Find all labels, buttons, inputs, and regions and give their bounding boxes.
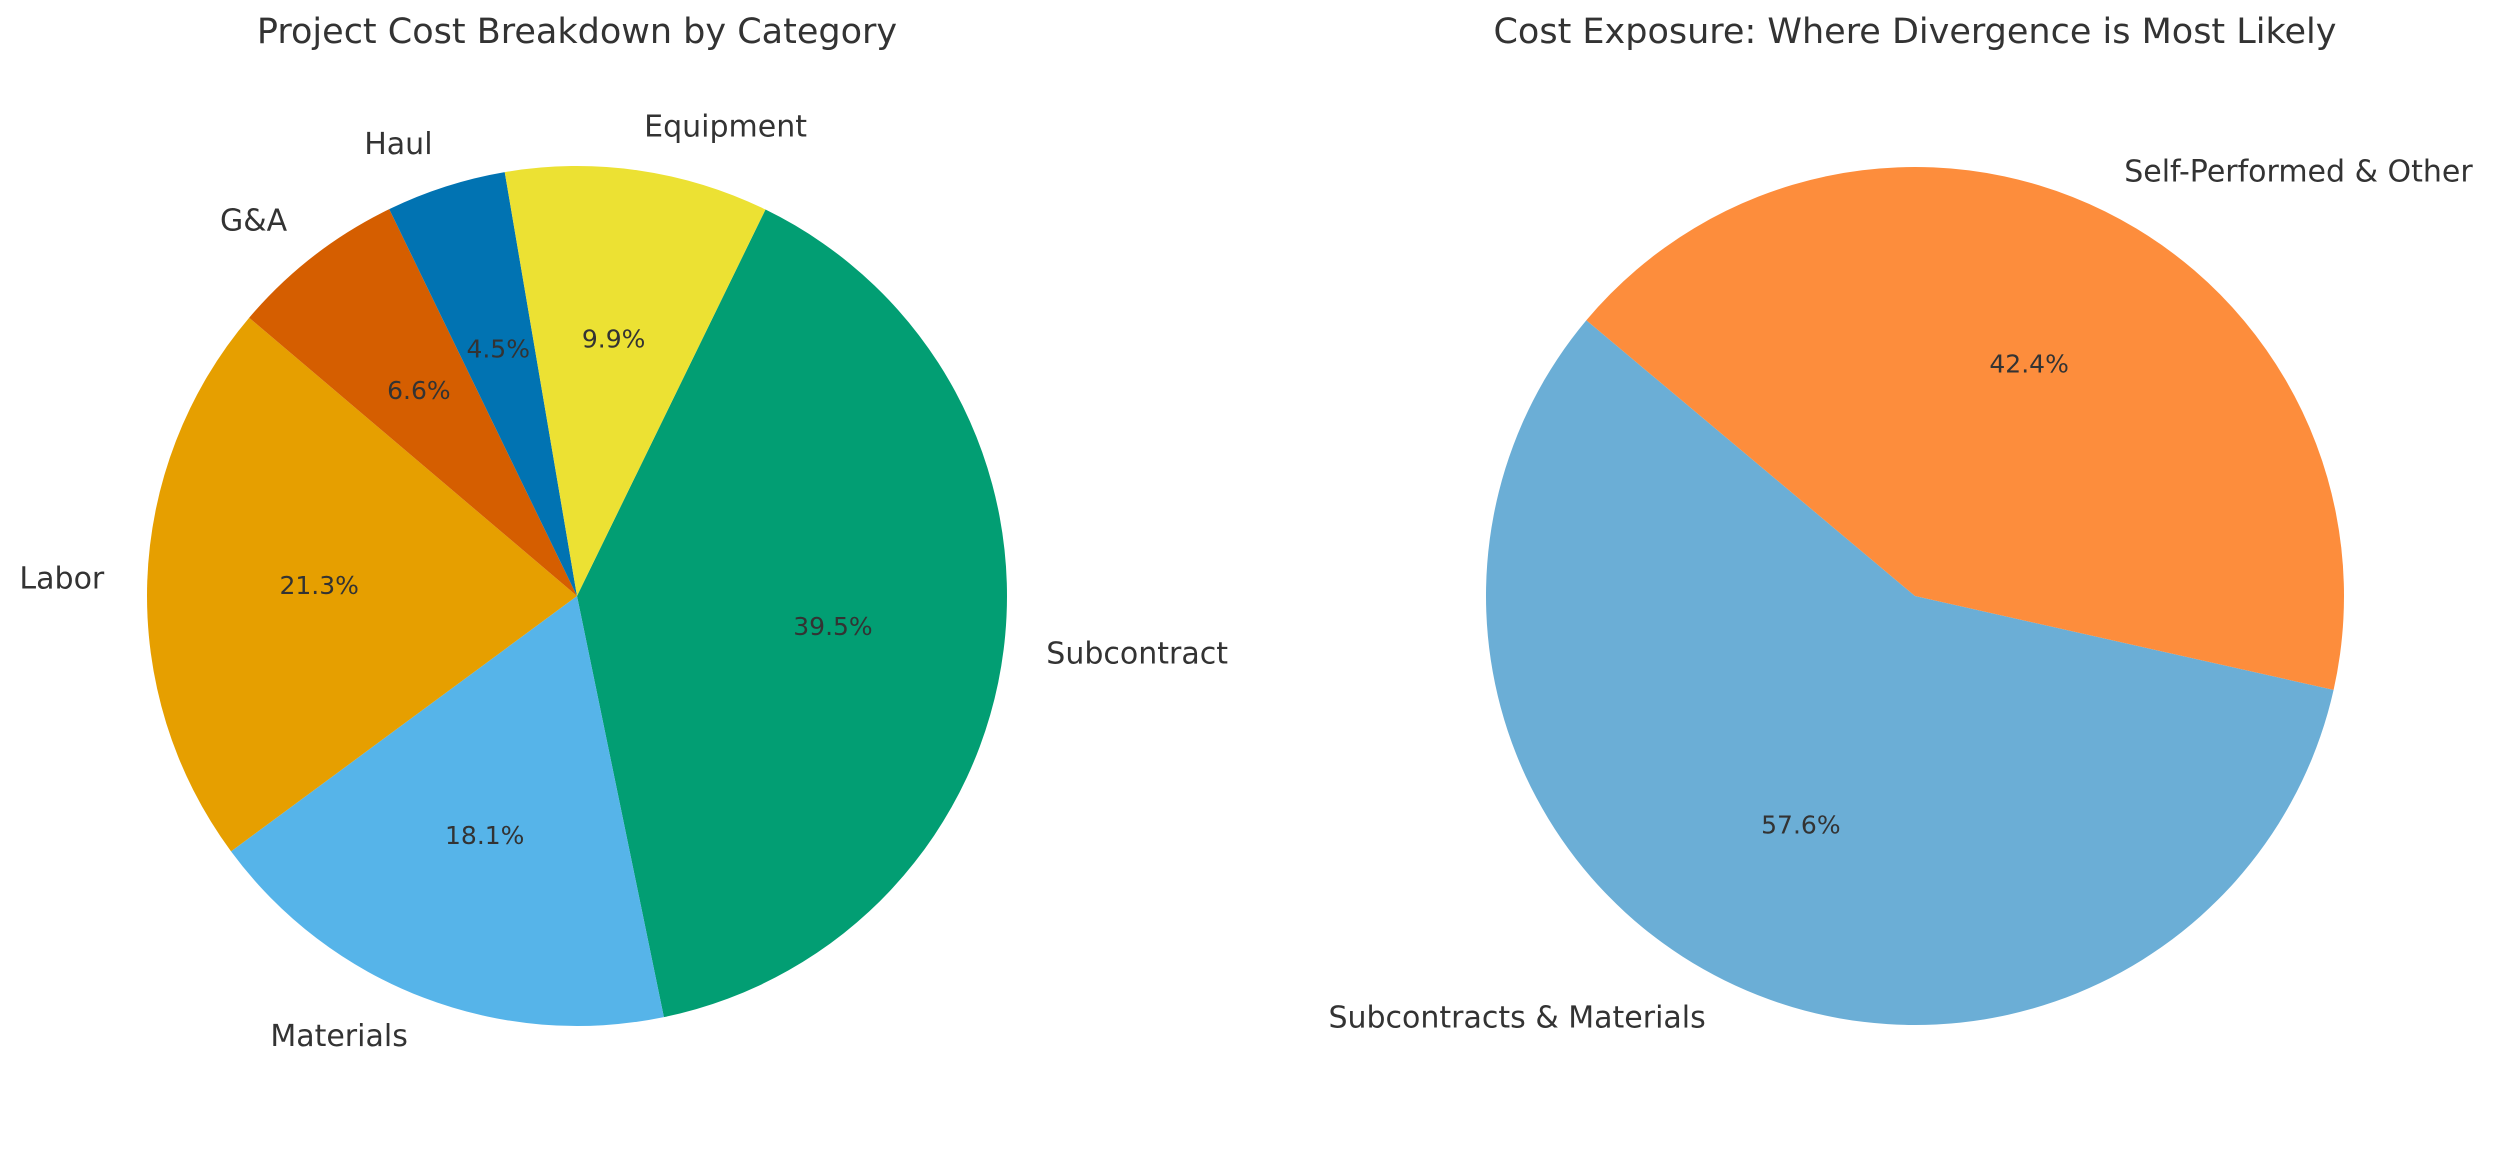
pie-slice [146,317,577,852]
slice-label: Materials [270,1019,408,1054]
pie-slice [577,209,1007,1018]
pie-slice [1486,320,2334,1025]
value-label: 9.9% [582,325,646,354]
pie-slice [231,596,664,1026]
pie-slice [389,172,577,596]
chart-title: Cost Exposure: Where Divergence is Most … [1493,12,2336,52]
slice-label: Labor [19,561,104,596]
value-label: 4.5% [466,334,530,363]
pie-slice [249,209,577,596]
value-label: 57.6% [1761,811,1840,840]
value-label: 39.5% [793,612,872,641]
slice-label: Self-Performed & Other [2124,155,2473,190]
pie-slice [1586,167,2345,690]
slice-label: G&A [220,204,288,239]
slice-label: Equipment [644,109,807,144]
value-label: 42.4% [1989,349,2068,378]
chart-title: Project Cost Breakdown by Category [257,12,897,52]
value-label: 21.3% [279,571,358,600]
slice-label: Haul [364,127,432,162]
pie-slice [504,165,766,596]
value-label: 6.6% [387,376,451,405]
value-label: 18.1% [445,821,524,850]
slice-label: Subcontract [1046,637,1228,672]
slice-label: Subcontracts & Materials [1328,1000,1705,1035]
